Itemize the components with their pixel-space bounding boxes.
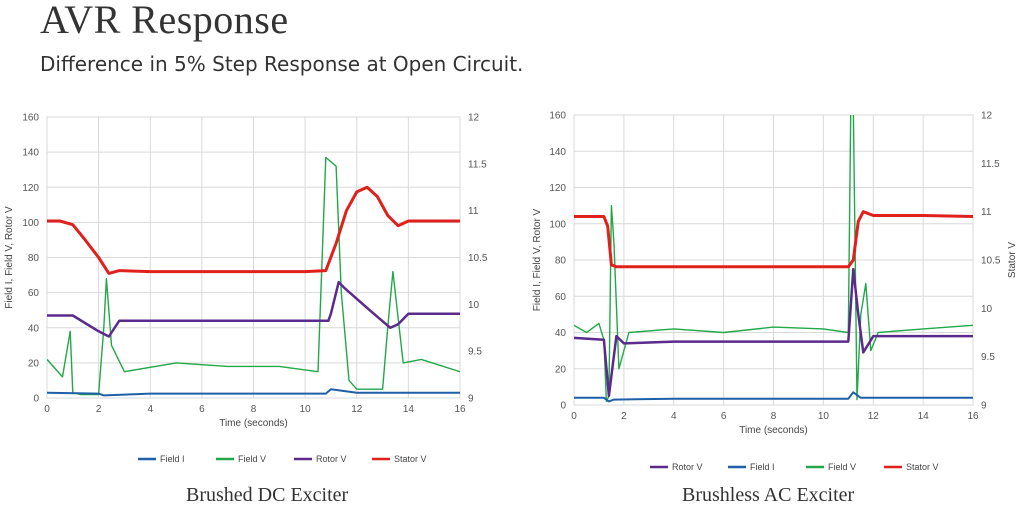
- series-line-rotor-v: [47, 280, 460, 338]
- series-line-stator-v: [47, 185, 460, 275]
- legend-label: Field I: [750, 462, 775, 472]
- y-axis-title: Field I, Field V, Rotor V: [4, 206, 15, 309]
- x-tick-label: 2: [96, 404, 102, 415]
- y-tick-label: 160: [549, 111, 566, 122]
- x-tick-label: 6: [721, 411, 727, 422]
- y2-tick-label: 10.5: [468, 253, 488, 264]
- y2-tick-label: 12: [981, 111, 993, 122]
- legend-label: Rotor V: [316, 454, 347, 464]
- x-tick-label: 10: [818, 411, 830, 422]
- x-axis-title: Time (seconds): [219, 418, 288, 429]
- y-tick-label: 160: [22, 113, 39, 124]
- right-chart-caption: Brushless AC Exciter: [682, 484, 855, 506]
- x-tick-label: 0: [44, 404, 50, 415]
- y-tick-label: 120: [549, 183, 566, 194]
- y-tick-label: 140: [549, 147, 566, 158]
- x-tick-label: 8: [251, 404, 257, 415]
- legend-label: Field V: [828, 462, 856, 472]
- y2-tick-label: 11: [981, 207, 992, 218]
- page-subtitle: Difference in 5% Step Response at Open C…: [40, 52, 524, 76]
- page-title: AVR Response: [40, 0, 289, 42]
- y2-tick-label: 9: [981, 401, 987, 412]
- y2-tick-label: 9.5: [981, 352, 995, 363]
- legend-label: Stator V: [394, 454, 427, 464]
- x-tick-label: 8: [771, 411, 777, 422]
- y-tick-label: 60: [555, 292, 567, 303]
- x-tick-label: 14: [403, 404, 415, 415]
- y-tick-label: 100: [22, 218, 39, 229]
- x-tick-label: 10: [300, 404, 312, 415]
- x-tick-label: 12: [868, 411, 880, 422]
- y-tick-label: 120: [22, 183, 39, 194]
- y-axis-title: Field I, Field V, Rotor V: [532, 208, 543, 311]
- y-tick-label: 20: [555, 364, 567, 375]
- x-tick-label: 6: [199, 404, 205, 415]
- x-tick-label: 16: [454, 404, 466, 415]
- y-tick-label: 80: [555, 256, 567, 267]
- legend-label: Field I: [160, 454, 185, 464]
- chart-1: 0 2 4 6 8 10 12 14 1602040608010012014016099.510…: [4, 113, 488, 465]
- y2-axis-title: Stator V: [1007, 242, 1018, 278]
- legend-label: Rotor V: [672, 462, 703, 472]
- series-line-field-v: [574, 115, 973, 403]
- left-chart-caption: Brushed DC Exciter: [186, 484, 349, 506]
- y-tick-label: 0: [560, 401, 566, 412]
- y2-tick-label: 10.5: [981, 256, 1001, 267]
- series-line-field-v: [47, 156, 460, 396]
- chart-2: 0 2 4 6 8 10 12 14 1602040608010012014016099.510…: [532, 111, 1018, 473]
- x-tick-label: 4: [671, 411, 677, 422]
- y-tick-label: 20: [28, 358, 40, 369]
- y2-tick-label: 10: [981, 304, 993, 315]
- y2-tick-label: 11: [468, 206, 479, 217]
- y-tick-label: 40: [28, 323, 40, 334]
- series-line-field-i: [47, 388, 460, 397]
- x-axis-title: Time (seconds): [739, 425, 808, 436]
- y2-tick-label: 11.5: [468, 159, 487, 170]
- y-tick-label: 140: [22, 148, 39, 159]
- x-tick-label: 4: [147, 404, 153, 415]
- x-tick-label: 2: [621, 411, 627, 422]
- y2-tick-label: 12: [468, 113, 480, 124]
- y-tick-label: 80: [28, 253, 40, 264]
- series-line-field-i: [574, 391, 973, 403]
- y2-tick-label: 11.5: [981, 159, 1000, 170]
- y2-tick-label: 9.5: [468, 347, 482, 358]
- legend-label: Field V: [238, 454, 266, 464]
- y2-tick-label: 10: [468, 300, 480, 311]
- y2-tick-label: 9: [468, 394, 474, 405]
- y-tick-label: 60: [28, 288, 40, 299]
- series-line-rotor-v: [574, 267, 973, 398]
- x-tick-label: 0: [571, 411, 577, 422]
- x-tick-label: 12: [351, 404, 363, 415]
- series-line-stator-v: [574, 210, 973, 269]
- y-tick-label: 100: [549, 219, 566, 230]
- y-tick-label: 40: [555, 328, 567, 339]
- legend-label: Stator V: [906, 462, 939, 472]
- y-tick-label: 0: [33, 394, 39, 405]
- x-tick-label: 14: [918, 411, 930, 422]
- x-tick-label: 16: [967, 411, 979, 422]
